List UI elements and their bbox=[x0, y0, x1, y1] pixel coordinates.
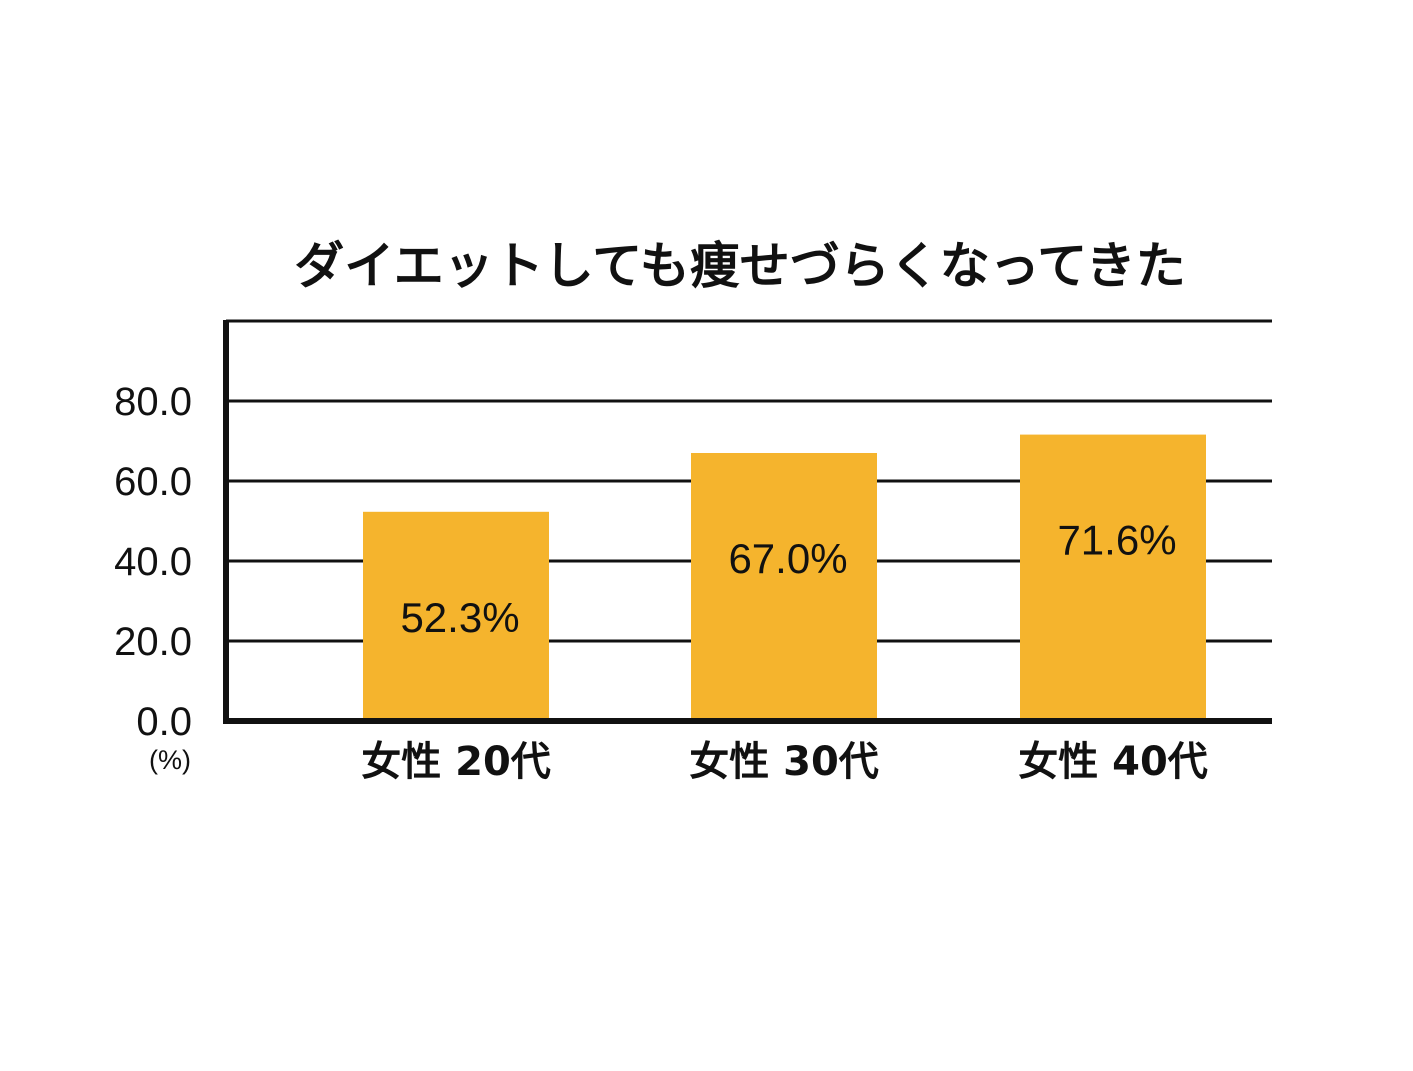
bar bbox=[363, 511, 549, 721]
y-tick-label: 40.0 bbox=[114, 540, 192, 584]
data-label: 52.3% bbox=[400, 594, 519, 641]
bar bbox=[691, 453, 877, 721]
y-tick-label: 20.0 bbox=[114, 620, 192, 664]
y-axis-unit: (%) bbox=[149, 745, 191, 775]
y-tick-label: 80.0 bbox=[114, 380, 192, 424]
data-label: 71.6% bbox=[1057, 517, 1176, 564]
bars bbox=[363, 434, 1206, 721]
x-category-label: 女性 20代 bbox=[361, 739, 551, 785]
data-labels: 52.3% 67.0% 71.6% bbox=[400, 517, 1176, 641]
bar bbox=[1020, 434, 1206, 721]
y-tick-label: 60.0 bbox=[114, 460, 192, 504]
chart-title: ダイエットしても痩せづらくなってきた bbox=[294, 237, 1186, 295]
x-axis-categories: 女性 20代 女性 30代 女性 40代 bbox=[361, 739, 1208, 785]
data-label: 67.0% bbox=[728, 535, 847, 582]
x-category-label: 女性 40代 bbox=[1018, 739, 1208, 785]
y-axis-ticks: 0.0 20.0 40.0 60.0 80.0 bbox=[114, 380, 192, 744]
y-tick-label: 0.0 bbox=[136, 700, 192, 744]
x-category-label: 女性 30代 bbox=[689, 739, 879, 785]
